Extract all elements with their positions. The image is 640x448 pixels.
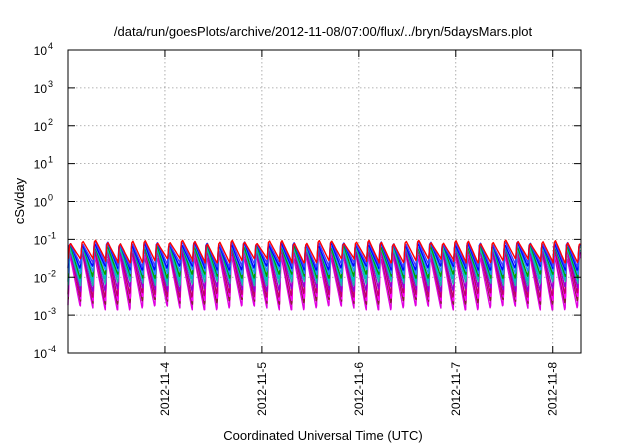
y-tick-exponent: -4: [48, 344, 56, 354]
y-tick-label: 10: [34, 347, 48, 361]
x-axis: 2012-11-4 2012-11-5 2012-11-6 2012-11-7 2012…: [158, 50, 560, 416]
x-tick-label: 2012-11-7: [449, 362, 463, 416]
y-tick-label: 10: [34, 196, 48, 210]
series-line: [67, 255, 581, 311]
y-tick-label: 10: [34, 120, 48, 134]
y-tick-label: 10: [34, 44, 48, 58]
y-tick-label: 10: [34, 233, 48, 247]
y-tick-exponent: 4: [48, 41, 53, 51]
chart-title: /data/run/goesPlots/archive/2012-11-08/0…: [114, 24, 533, 39]
x-tick-label: 2012-11-5: [255, 362, 269, 416]
y-tick-label: 10: [34, 271, 48, 285]
y-tick-exponent: -2: [48, 268, 56, 278]
y-tick-label: 10: [34, 158, 48, 172]
x-axis-label: Coordinated Universal Time (UTC): [223, 428, 422, 443]
series-line: [67, 240, 581, 268]
grid-lines: [68, 50, 581, 353]
y-axis-label: cSv/day: [12, 177, 27, 224]
y-tick-exponent: 1: [48, 155, 53, 165]
series-layer: [67, 239, 581, 311]
x-tick-label: 2012-11-8: [546, 362, 560, 416]
y-tick-label: 10: [34, 82, 48, 96]
series-line: [67, 249, 581, 298]
series-line: [67, 239, 581, 264]
y-tick-label: 10: [34, 309, 48, 323]
x-tick-label: 2012-11-4: [158, 362, 172, 416]
y-tick-exponent: 2: [48, 117, 53, 127]
y-tick-exponent: 0: [48, 193, 53, 203]
y-tick-exponent: -3: [48, 306, 56, 316]
series-line: [67, 247, 581, 292]
y-tick-exponent: 3: [48, 79, 53, 89]
y-tick-exponent: -1: [48, 230, 56, 240]
x-tick-label: 2012-11-6: [352, 362, 366, 416]
